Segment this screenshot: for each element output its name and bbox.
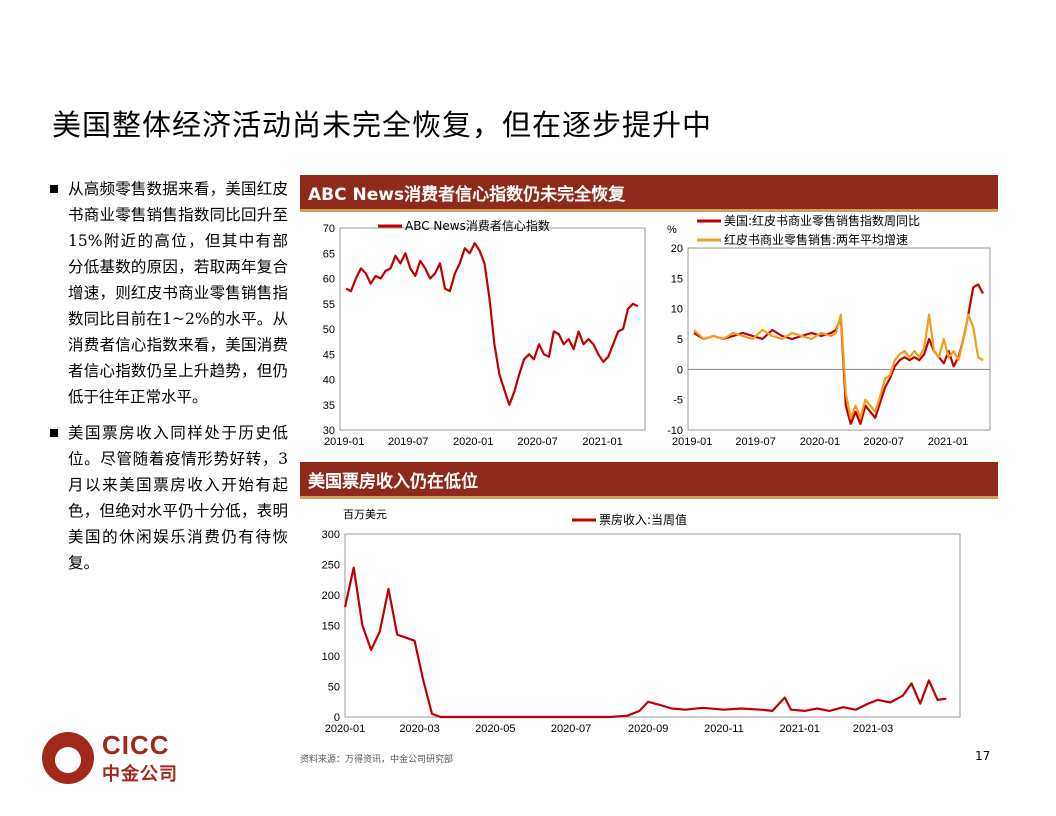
y-tick-label: 35 xyxy=(323,400,335,412)
y-tick-label: 65 xyxy=(323,248,335,260)
y-tick-label: -5 xyxy=(673,395,683,407)
y-tick-label: 0 xyxy=(677,364,683,376)
chart-consumer-confidence: 30 35 40 45 50 55 60 65 70 2019-01 2019-07 2020-01 2… xyxy=(323,218,646,448)
y-tick-label: 30 xyxy=(323,425,335,437)
plot-frame xyxy=(339,227,646,431)
y-tick-label: 200 xyxy=(322,590,340,602)
legend-label: 美国:红皮书商业零售销售指数周同比 xyxy=(724,213,920,228)
y-tick-label: 20 xyxy=(671,243,683,255)
x-tick-label: 2020-07 xyxy=(863,436,903,448)
series-line xyxy=(693,313,984,419)
y-tick-label: 40 xyxy=(323,375,335,387)
y-tick-label: 250 xyxy=(322,560,340,572)
y-tick-label: 45 xyxy=(323,349,335,361)
plot-frame xyxy=(344,533,961,718)
y-tick-label: 300 xyxy=(322,529,340,541)
x-tick-label: 2020-01 xyxy=(325,723,365,735)
legend-label: 票房收入:当周值 xyxy=(599,512,687,527)
logo-text-cn: 中金公司 xyxy=(102,764,178,785)
y-axis-label: 百万美元 xyxy=(343,508,387,521)
bullet-list: 从高频零售数据来看，美国红皮书商业零售销售指数同比回升至15%附近的高位，但其中… xyxy=(50,176,288,586)
source-note: 资料来源：万得资讯，中金公司研究部 xyxy=(300,755,454,765)
x-tick-label: 2020-03 xyxy=(399,723,439,735)
x-tick-label: 2019-01 xyxy=(672,436,712,448)
x-tick-label: 2019-01 xyxy=(324,436,364,448)
x-tick-label: 2021-01 xyxy=(928,436,968,448)
page-title: 美国整体经济活动尚未完全恢复，但在逐步提升中 xyxy=(52,108,713,142)
y-tick-label: -10 xyxy=(667,425,683,437)
legend-label: 红皮书商业零售销售:两年平均增速 xyxy=(724,232,908,247)
x-tick-label: 2019-07 xyxy=(735,436,775,448)
x-tick-label: 2021-03 xyxy=(853,723,893,735)
x-tick-label: 2020-11 xyxy=(704,723,744,735)
logo-text-en: CICC xyxy=(102,730,170,760)
bullet-retail: 从高频零售数据来看，美国红皮书商业零售销售指数同比回升至15%附近的高位，但其中… xyxy=(50,176,288,410)
x-tick-label: 2020-09 xyxy=(628,723,668,735)
y-axis-label: % xyxy=(667,224,677,236)
bullet-square-icon xyxy=(50,185,58,193)
legend-label: ABC News消费者信心指数 xyxy=(405,218,550,233)
chart-box-office: 0 50 100 150 200 250 300 2020-01 2020-03 2020-05 2… xyxy=(322,508,961,735)
chart-redbook-retail: -10 -5 0 5 10 15 20 2019-01 2019-07 2020-01 2020-0… xyxy=(667,213,991,448)
plot-frame xyxy=(687,247,991,431)
y-tick-label: 10 xyxy=(671,304,683,316)
series-line xyxy=(693,283,984,425)
bullet-boxoffice: 美国票房收入同样处于历史低位。尽管随着疫情形势好转，3月以来美国票房收入开始有起… xyxy=(50,420,288,576)
y-tick-label: 70 xyxy=(323,223,335,235)
x-tick-label: 2020-07 xyxy=(517,436,557,448)
bullet-text: 美国票房收入同样处于历史低位。尽管随着疫情形势好转，3月以来美国票房收入开始有起… xyxy=(68,424,288,572)
y-tick-label: 60 xyxy=(323,274,335,286)
bullet-text: 从高频零售数据来看，美国红皮书商业零售销售指数同比回升至15%附近的高位，但其中… xyxy=(68,180,288,406)
x-tick-label: 2020-01 xyxy=(453,436,493,448)
x-tick-label: 2021-01 xyxy=(582,436,622,448)
y-tick-label: 150 xyxy=(322,621,340,633)
y-tick-label: 0 xyxy=(334,712,340,724)
x-tick-label: 2020-07 xyxy=(551,723,591,735)
banner-consumer-confidence: ABC News消费者信心指数仍未完全恢复 xyxy=(300,175,998,212)
page-number: 17 xyxy=(975,749,991,763)
y-tick-label: 15 xyxy=(671,273,683,285)
x-tick-label: 2021-01 xyxy=(780,723,820,735)
logo-mark-icon xyxy=(42,732,94,784)
cicc-logo: CICC 中金公司 xyxy=(42,730,202,790)
y-tick-label: 55 xyxy=(323,299,335,311)
y-tick-label: 5 xyxy=(677,334,683,346)
y-tick-label: 50 xyxy=(323,324,335,336)
x-tick-label: 2020-01 xyxy=(800,436,840,448)
y-tick-label: 50 xyxy=(328,682,340,694)
x-tick-label: 2020-05 xyxy=(475,723,515,735)
y-tick-label: 100 xyxy=(322,651,340,663)
x-tick-label: 2019-07 xyxy=(388,436,428,448)
bullet-square-icon xyxy=(50,429,58,437)
series-line xyxy=(343,566,947,719)
banner-box-office: 美国票房收入仍在低位 xyxy=(300,462,998,499)
series-line xyxy=(345,242,639,406)
